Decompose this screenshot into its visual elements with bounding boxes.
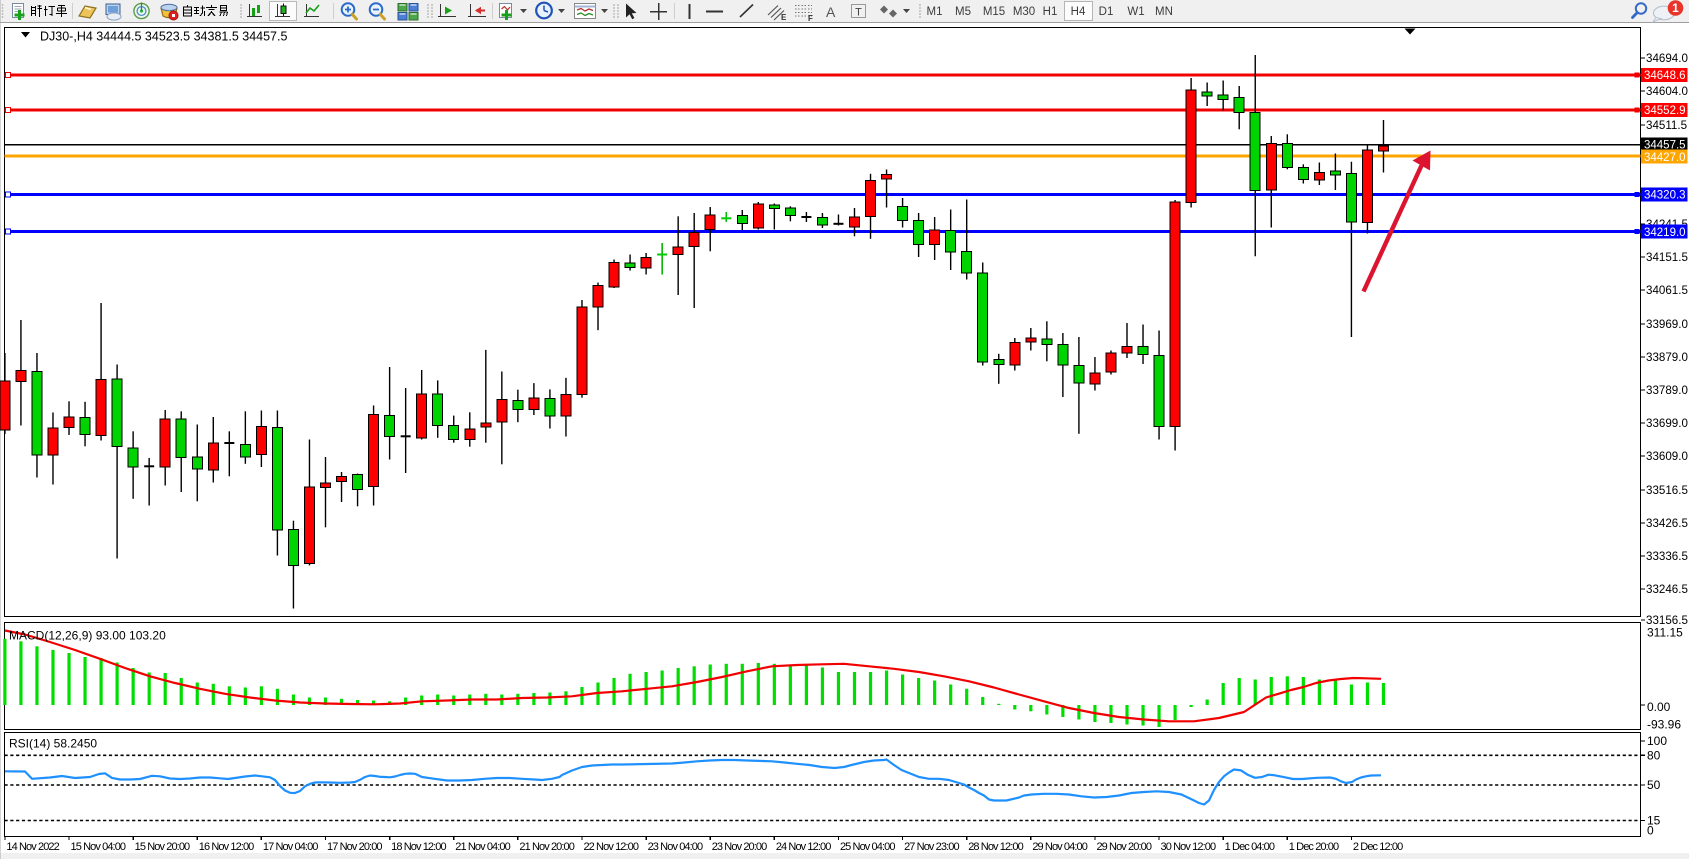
svg-text:34604.0: 34604.0 [1646, 85, 1688, 98]
svg-text:34320.3: 34320.3 [1644, 190, 1686, 202]
svg-text:33426.5: 33426.5 [1646, 517, 1688, 530]
svg-text:1: 1 [1672, 1, 1679, 15]
svg-text:33516.5: 33516.5 [1646, 484, 1688, 497]
svg-text:18 Nov 12:00: 18 Nov 12:00 [391, 841, 446, 853]
svg-text:34457.5: 34457.5 [1644, 140, 1686, 152]
svg-text:24 Nov 12:00: 24 Nov 12:00 [776, 841, 831, 853]
svg-text:33699.0: 33699.0 [1646, 417, 1688, 430]
svg-text:34511.5: 34511.5 [1646, 119, 1687, 132]
svg-text:DJ30-,H4 34444.5 34523.5 3438: DJ30-,H4 34444.5 34523.5 34381.5 34457.5 [40, 30, 287, 44]
svg-text:33969.0: 33969.0 [1646, 318, 1688, 331]
svg-text:15: 15 [1647, 814, 1661, 828]
svg-text:33246.5: 33246.5 [1646, 583, 1688, 596]
svg-text:27 Nov 23:00: 27 Nov 23:00 [904, 841, 959, 853]
svg-text:RSI(14) 58.2450: RSI(14) 58.2450 [9, 737, 97, 751]
svg-text:25 Nov 04:00: 25 Nov 04:00 [840, 841, 895, 853]
svg-text:M30: M30 [1013, 6, 1035, 18]
svg-text:T: T [855, 7, 862, 19]
svg-text:15 Nov 04:00: 15 Nov 04:00 [71, 841, 126, 853]
svg-text:15 Nov 20:00: 15 Nov 20:00 [135, 841, 190, 853]
svg-text:16 Nov 12:00: 16 Nov 12:00 [199, 841, 254, 853]
svg-text:MN: MN [1155, 6, 1173, 18]
svg-text:0: 0 [1647, 824, 1654, 838]
svg-text:50: 50 [1647, 778, 1661, 792]
svg-text:34427.0: 34427.0 [1644, 152, 1686, 164]
svg-text:80: 80 [1647, 748, 1661, 762]
svg-text:0.00: 0.00 [1647, 700, 1671, 714]
svg-text:17 Nov 04:00: 17 Nov 04:00 [263, 841, 318, 853]
svg-text:33879.0: 33879.0 [1646, 351, 1688, 364]
svg-text:23 Nov 20:00: 23 Nov 20:00 [712, 841, 767, 853]
svg-text:28 Nov 12:00: 28 Nov 12:00 [968, 841, 1023, 853]
svg-text:2 Dec 12:00: 2 Dec 12:00 [1353, 841, 1403, 853]
svg-text:1 Dec 20:00: 1 Dec 20:00 [1289, 841, 1339, 853]
svg-text:22 Nov 12:00: 22 Nov 12:00 [583, 841, 638, 853]
svg-text:33789.0: 33789.0 [1646, 384, 1688, 397]
svg-text:14 Nov 2022: 14 Nov 2022 [6, 841, 59, 853]
svg-text:34151.5: 34151.5 [1646, 251, 1688, 264]
svg-text:-93.96: -93.96 [1647, 718, 1681, 732]
svg-text:A: A [826, 4, 836, 20]
svg-text:17 Nov 20:00: 17 Nov 20:00 [327, 841, 382, 853]
svg-text:100: 100 [1647, 734, 1667, 748]
svg-text:29 Nov 04:00: 29 Nov 04:00 [1032, 841, 1087, 853]
svg-text:21 Nov 04:00: 21 Nov 04:00 [455, 841, 510, 853]
svg-text:311.15: 311.15 [1647, 626, 1683, 640]
svg-text:M5: M5 [955, 6, 971, 18]
svg-text:30 Nov 12:00: 30 Nov 12:00 [1161, 841, 1216, 853]
svg-text:21 Nov 20:00: 21 Nov 20:00 [519, 841, 574, 853]
svg-text:34061.5: 34061.5 [1646, 284, 1688, 297]
svg-text:33609.0: 33609.0 [1646, 450, 1688, 463]
svg-text:34219.0: 34219.0 [1644, 227, 1686, 239]
svg-text:M15: M15 [983, 6, 1005, 18]
svg-text:M1: M1 [927, 6, 943, 18]
svg-text:F: F [808, 14, 813, 23]
svg-text:29 Nov 20:00: 29 Nov 20:00 [1096, 841, 1151, 853]
svg-text:1 Dec 04:00: 1 Dec 04:00 [1225, 841, 1275, 853]
svg-text:34694.0: 34694.0 [1646, 52, 1688, 65]
svg-text:34552.9: 34552.9 [1644, 105, 1686, 117]
svg-text:W1: W1 [1127, 6, 1144, 18]
svg-text:23 Nov 04:00: 23 Nov 04:00 [648, 841, 703, 853]
svg-text:MACD(12,26,9) 93.00 103.20: MACD(12,26,9) 93.00 103.20 [9, 629, 166, 643]
svg-text:33336.5: 33336.5 [1646, 550, 1688, 563]
svg-text:H1: H1 [1043, 6, 1058, 18]
svg-text:33156.5: 33156.5 [1646, 614, 1688, 627]
svg-text:E: E [781, 13, 787, 22]
svg-text:34648.6: 34648.6 [1644, 70, 1686, 82]
svg-text:H4: H4 [1071, 6, 1086, 18]
svg-text:D1: D1 [1099, 6, 1114, 18]
